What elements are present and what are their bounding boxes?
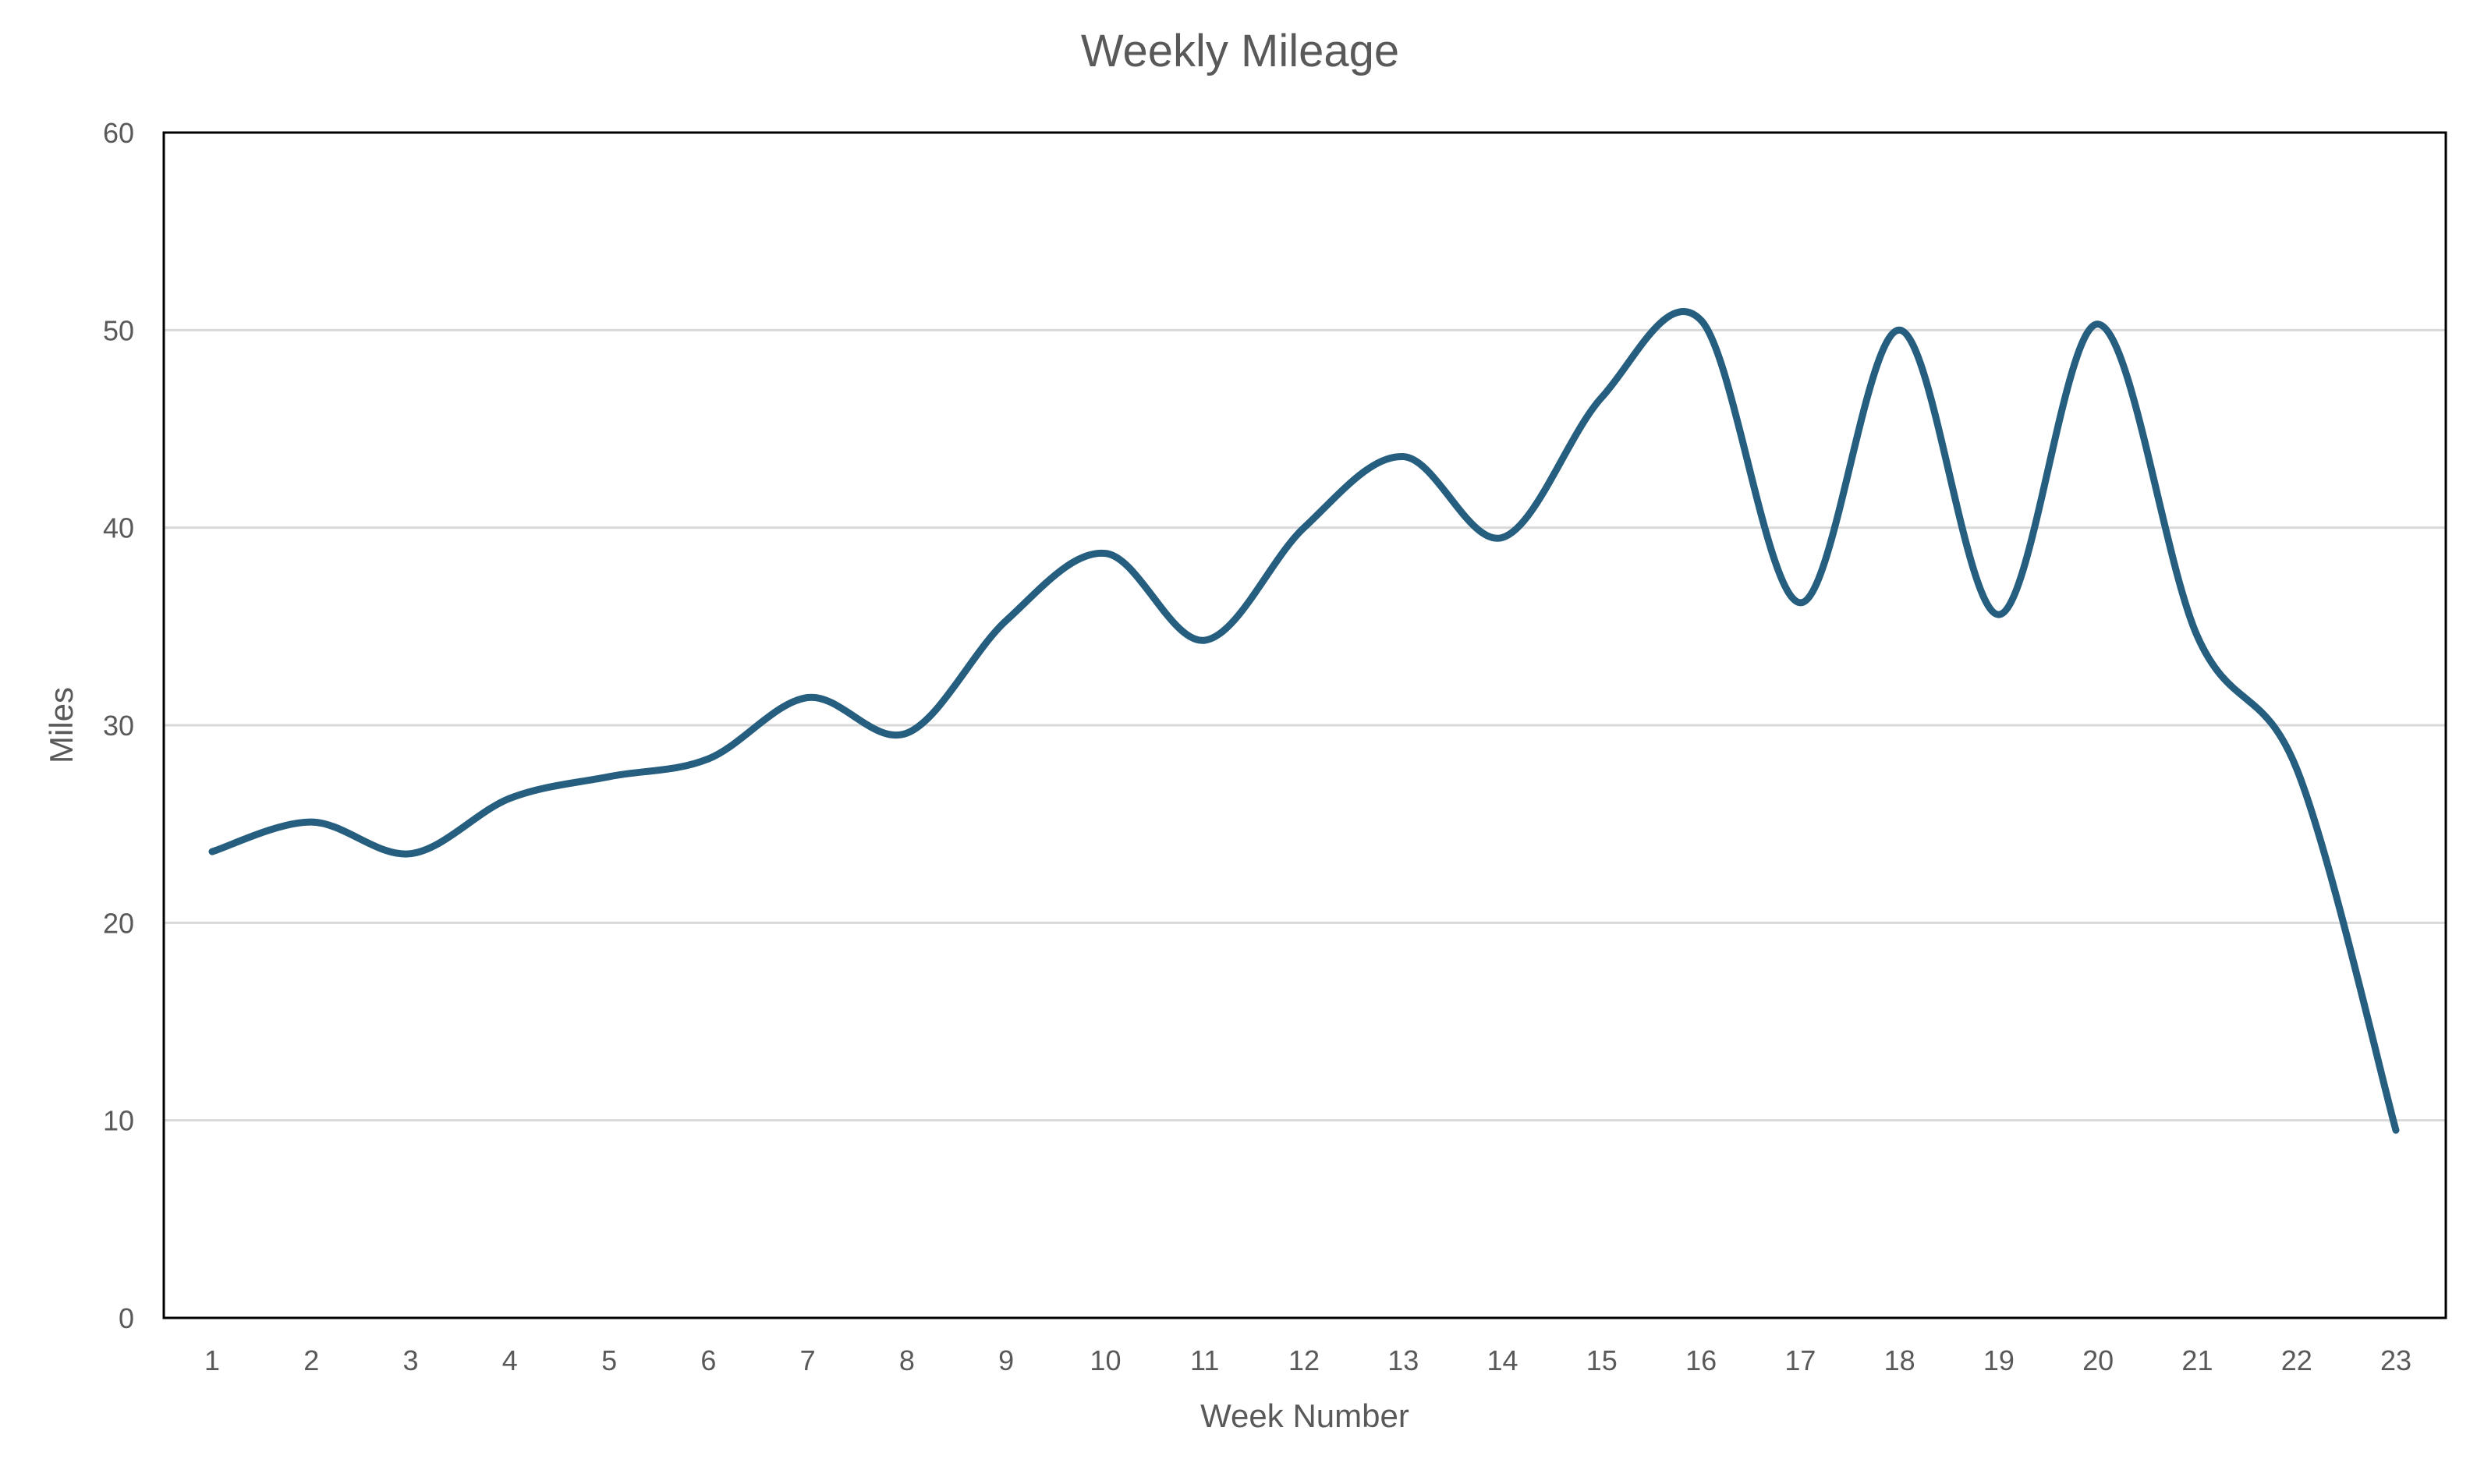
x-tick-label: 6 — [700, 1344, 716, 1376]
x-tick-label: 12 — [1288, 1344, 1320, 1376]
gridlines — [164, 328, 2446, 1122]
x-tick-label: 14 — [1487, 1344, 1518, 1376]
x-tick-label: 23 — [2380, 1344, 2411, 1376]
x-tick-label: 13 — [1387, 1344, 1419, 1376]
x-tick-label: 17 — [1784, 1344, 1816, 1376]
y-axis-title: Miles — [43, 687, 80, 763]
series-lines — [208, 308, 2400, 1134]
plot-area-border — [162, 131, 2447, 1319]
x-tick-label: 16 — [1685, 1344, 1717, 1376]
x-tick-label: 8 — [899, 1344, 915, 1376]
y-tick-label: 40 — [103, 512, 134, 544]
y-axis-ticks: 0 10 20 30 40 50 60 — [103, 117, 134, 1334]
x-tick-label: 11 — [1190, 1344, 1219, 1376]
x-tick-label: 1 — [204, 1344, 220, 1376]
y-tick-label: 10 — [103, 1105, 134, 1137]
x-tick-label: 2 — [303, 1344, 319, 1376]
x-tick-label: 21 — [2181, 1344, 2213, 1376]
x-tick-label: 3 — [403, 1344, 419, 1376]
x-tick-label: 4 — [502, 1344, 518, 1376]
x-axis-title: Week Number — [1200, 1397, 1409, 1434]
x-tick-label: 10 — [1090, 1344, 1121, 1376]
series-line-0 — [208, 308, 2400, 1134]
y-tick-label: 0 — [119, 1302, 134, 1334]
x-tick-label: 15 — [1586, 1344, 1618, 1376]
y-tick-label: 20 — [103, 907, 134, 939]
y-tick-label: 60 — [103, 117, 134, 149]
x-tick-label: 7 — [800, 1344, 816, 1376]
x-tick-label: 9 — [998, 1344, 1014, 1376]
x-tick-label: 5 — [601, 1344, 617, 1376]
x-tick-label: 18 — [1884, 1344, 1915, 1376]
y-tick-label: 30 — [103, 710, 134, 742]
x-tick-label: 19 — [1983, 1344, 2015, 1376]
chart-title: Weekly Mileage — [1081, 26, 1399, 76]
x-tick-label: 20 — [2082, 1344, 2114, 1376]
x-tick-label: 22 — [2281, 1344, 2312, 1376]
y-tick-label: 50 — [103, 314, 134, 346]
x-axis-ticks: 1 2 3 4 5 6 7 8 9 10 11 12 13 14 15 16 17 18 19 20 21 22 23 — [204, 1344, 2411, 1376]
